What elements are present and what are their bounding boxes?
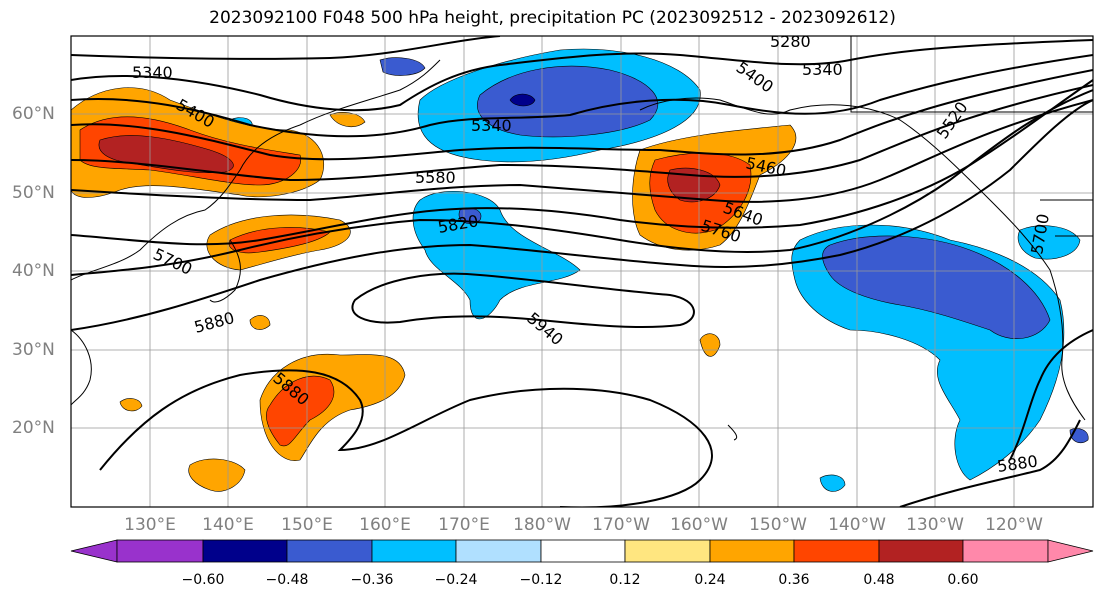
colorbar-segment [709,539,795,563]
lat-label: 20°N [12,418,55,438]
colorbar-segment [624,539,711,563]
colorbar-tick-label: 0.48 [863,572,895,588]
colorbar-segment [793,539,880,563]
contour-label: 5880 [192,308,236,337]
colorbar-tick-label: −0.12 [519,572,563,588]
lat-label: 50°N [12,183,55,203]
lon-label: 150°W [749,515,807,535]
colorbar-tick-label: 0.12 [609,572,641,588]
map-title: 2023092100 F048 500 hPa height, precipit… [209,8,896,28]
lon-label: 130°W [906,515,964,535]
contour-label: 5340 [132,63,173,82]
colorbar-tick-label: 0.36 [778,572,810,588]
contour-label: 5700 [150,244,195,278]
colorbar-segment [962,539,1049,563]
lat-label: 60°N [12,104,55,124]
contour-label: 5340 [802,60,843,79]
lon-label: 140°W [828,515,886,535]
lon-label: 150°E [281,515,333,535]
colorbar-segment [455,539,542,563]
colorbar-tick-label: 0.60 [947,572,979,588]
lon-label: 130°E [124,515,176,535]
map-field [71,36,1093,507]
contour-label: 5280 [770,32,811,51]
colorbar-tick-label: −0.48 [265,572,309,588]
lon-label: 120°W [985,515,1043,535]
colorbar-segment [286,539,373,563]
lon-label: 170°W [592,515,650,535]
colorbar [70,539,1094,563]
negative-precip-areas [229,48,1089,492]
contour-label: 5940 [523,309,566,350]
map-frame [70,35,1094,508]
colorbar-tick-label: 0.24 [694,572,726,588]
lon-label: 160°W [670,515,728,535]
colorbar-segment [202,539,288,563]
lat-label: 40°N [12,261,55,281]
colorbar-tick-label: −0.60 [181,572,225,588]
graticule [71,36,1093,507]
lon-label: 160°E [359,515,411,535]
contour-label: 5580 [415,168,456,187]
coastlines [71,36,1093,441]
colorbar-tick-label: −0.36 [350,572,394,588]
lon-label: 140°E [202,515,254,535]
lon-label: 180°W [513,515,571,535]
height-contours [71,36,1093,507]
positive-precip-areas [71,87,797,492]
colorbar-segment [116,539,204,563]
colorbar-segment [540,539,626,563]
lat-label: 30°N [12,340,55,360]
colorbar-max-extension [1047,539,1094,563]
colorbar-tick-label: −0.24 [434,572,478,588]
colorbar-segment [878,539,964,563]
colorbar-segment [371,539,457,563]
contour-label: 5340 [471,116,512,135]
lon-label: 170°E [438,515,490,535]
colorbar-min-extension [70,539,118,563]
